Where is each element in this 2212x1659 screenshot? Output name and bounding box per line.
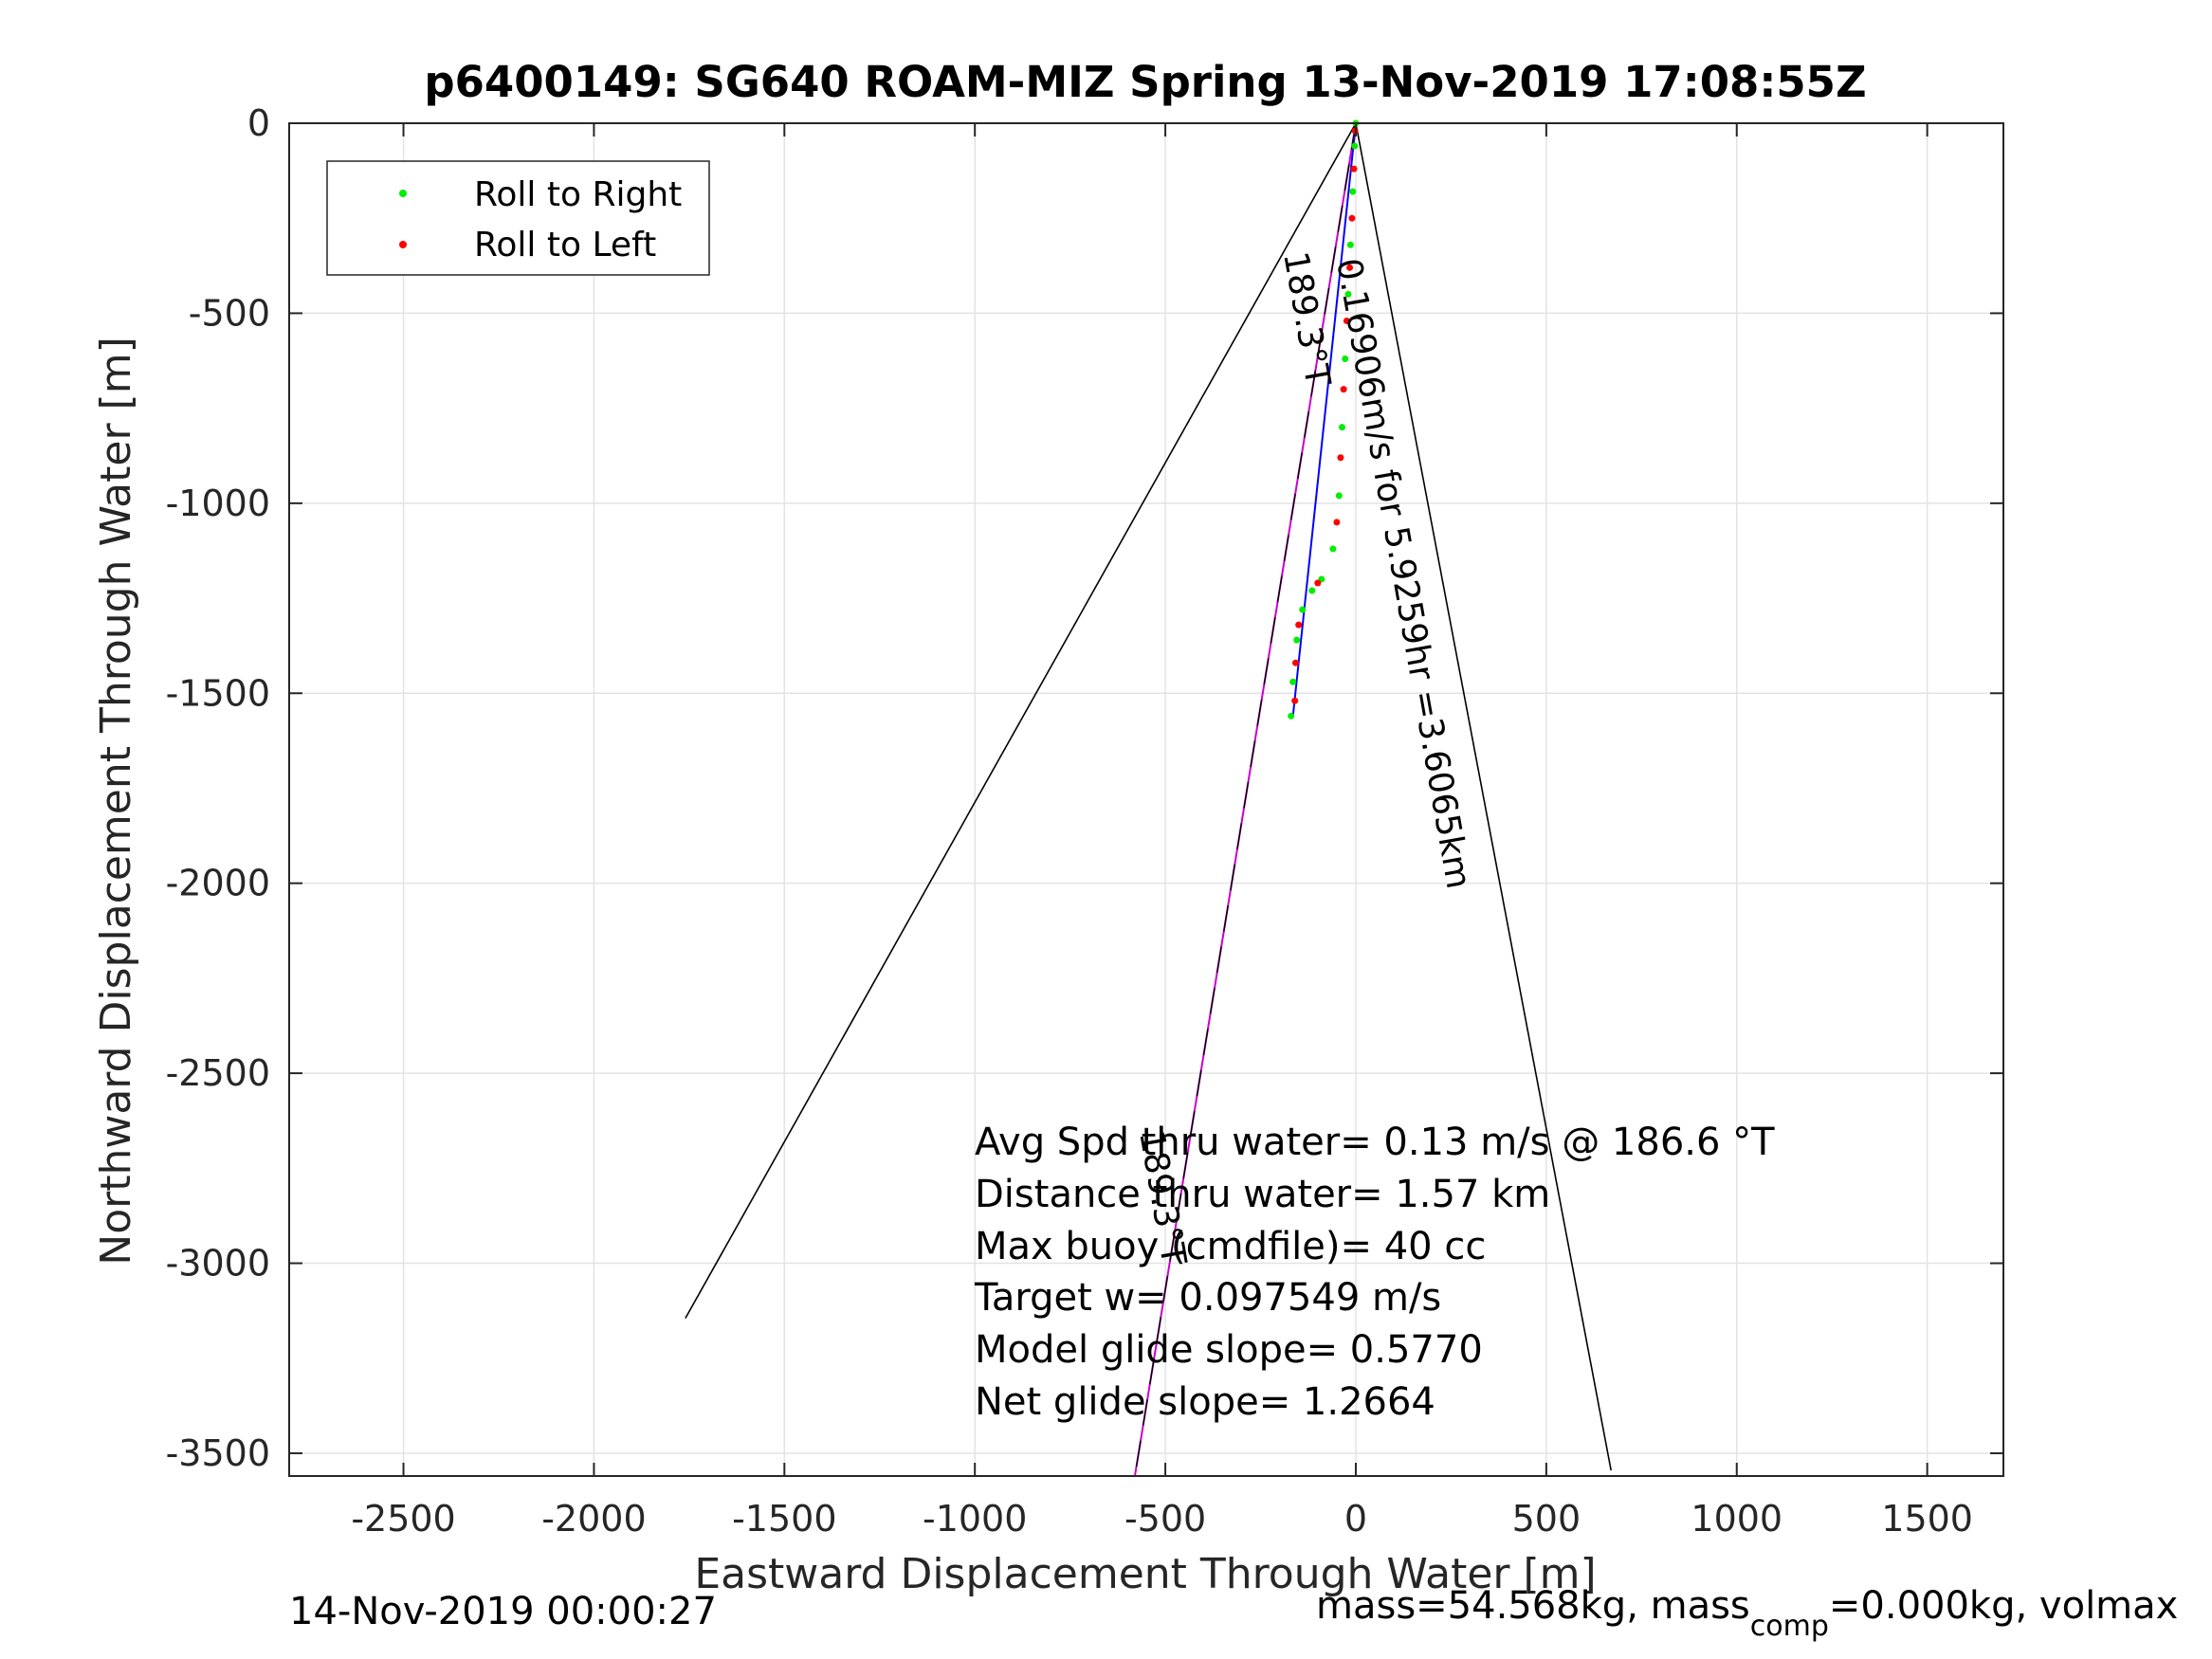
footer-mass-info: mass=54.568kg, masscomp=0.000kg, volmax bbox=[1316, 1584, 2178, 1643]
legend-label-roll-right: Roll to Right bbox=[474, 175, 682, 214]
x-tick-label: -1500 bbox=[732, 1498, 836, 1540]
point-roll-to-right bbox=[1346, 241, 1354, 248]
point-roll-to-left bbox=[1343, 317, 1350, 324]
y-tick-label: -2000 bbox=[166, 863, 270, 904]
point-roll-to-right bbox=[1293, 636, 1301, 644]
data-layer bbox=[685, 119, 1612, 1477]
y-axis-label: Northward Displacement Through Water [m] bbox=[92, 337, 140, 1265]
y-tick-label: -500 bbox=[189, 292, 270, 334]
legend-marker-roll-left bbox=[399, 241, 407, 248]
y-tick-label: 0 bbox=[247, 102, 270, 144]
point-roll-to-right bbox=[1308, 587, 1316, 594]
stat-max-buoy: Max buoy (cmdfile)= 40 cc bbox=[975, 1225, 1486, 1268]
x-tick-label: -500 bbox=[1124, 1498, 1206, 1540]
point-roll-to-left bbox=[1291, 659, 1299, 666]
x-tick-label: 500 bbox=[1512, 1498, 1581, 1540]
footer-mass-part1: mass=54.568kg, mass bbox=[1316, 1584, 1750, 1628]
track-line-2 bbox=[685, 122, 1357, 1320]
point-roll-to-left bbox=[1295, 621, 1303, 629]
y-tick-label: -3000 bbox=[166, 1243, 270, 1285]
stats-block: Avg Spd thru water= 0.13 m/s @ 186.6 °T … bbox=[974, 1121, 1775, 1424]
x-axis-label: Eastward Displacement Through Water [m] bbox=[694, 1550, 1596, 1598]
point-roll-to-right bbox=[1329, 545, 1337, 553]
legend: Roll to Right Roll to Left bbox=[326, 160, 710, 276]
track-line-0 bbox=[1291, 122, 1357, 717]
axis-ticks: -2500 -2000 -1500 -1000 -500 0 500 1000 1500 0 -50… bbox=[166, 102, 2003, 1540]
plot-area bbox=[289, 123, 2003, 1476]
point-roll-to-right bbox=[1289, 678, 1297, 685]
x-tick-label: -1000 bbox=[923, 1498, 1027, 1540]
x-tick-label: 0 bbox=[1344, 1498, 1367, 1540]
x-tick-label: 1500 bbox=[1881, 1498, 1973, 1540]
y-tick-label: -2500 bbox=[166, 1052, 270, 1094]
point-roll-to-right bbox=[1288, 712, 1295, 720]
point-roll-to-left bbox=[1333, 519, 1341, 526]
stat-net-glide: Net glide slope= 1.2664 bbox=[975, 1380, 1435, 1424]
stat-model-glide: Model glide slope= 0.5770 bbox=[975, 1328, 1483, 1372]
point-roll-to-right bbox=[1349, 188, 1357, 195]
point-roll-to-left bbox=[1291, 697, 1299, 704]
y-tick-label: -3500 bbox=[166, 1432, 270, 1474]
point-roll-to-left bbox=[1350, 165, 1358, 173]
chart-title: p6400149: SG640 ROAM-MIZ Spring 13-Nov-2… bbox=[424, 57, 1866, 107]
stat-distance: Distance thru water= 1.57 km bbox=[975, 1173, 1550, 1216]
legend-label-roll-left: Roll to Left bbox=[474, 226, 656, 264]
point-roll-to-left bbox=[1337, 454, 1344, 462]
stat-avg-speed: Avg Spd thru water= 0.13 m/s @ 186.6 °T bbox=[975, 1121, 1775, 1164]
footer-mass-part2: =0.000kg, volmax bbox=[1829, 1584, 2178, 1628]
point-roll-to-left bbox=[1346, 264, 1354, 271]
point-roll-to-right bbox=[1342, 356, 1349, 363]
footer-timestamp: 14-Nov-2019 00:00:27 bbox=[289, 1590, 717, 1633]
point-roll-to-right bbox=[1339, 424, 1346, 431]
plot-frame bbox=[288, 122, 2004, 1477]
point-roll-to-right bbox=[1351, 142, 1359, 150]
legend-box bbox=[326, 160, 710, 276]
footer-mass-subscript: comp bbox=[1750, 1610, 1829, 1643]
x-tick-label: -2500 bbox=[351, 1498, 455, 1540]
x-tick-label: -2000 bbox=[541, 1498, 646, 1540]
point-roll-to-right bbox=[1299, 606, 1307, 613]
point-roll-to-left bbox=[1340, 386, 1347, 393]
y-tick-label: -1500 bbox=[166, 672, 270, 714]
x-tick-label: 1000 bbox=[1691, 1498, 1782, 1540]
y-tick-label: -1000 bbox=[166, 483, 270, 524]
stat-target-w: Target w= 0.097549 m/s bbox=[974, 1276, 1441, 1320]
point-roll-to-left bbox=[1348, 214, 1356, 222]
point-roll-to-right bbox=[1344, 290, 1352, 298]
point-roll-to-right bbox=[1335, 492, 1343, 500]
legend-marker-roll-right bbox=[399, 190, 407, 197]
point-roll-to-left bbox=[1314, 579, 1322, 587]
track-line-3 bbox=[1355, 122, 1612, 1471]
track-line-4 bbox=[1134, 122, 1357, 1477]
